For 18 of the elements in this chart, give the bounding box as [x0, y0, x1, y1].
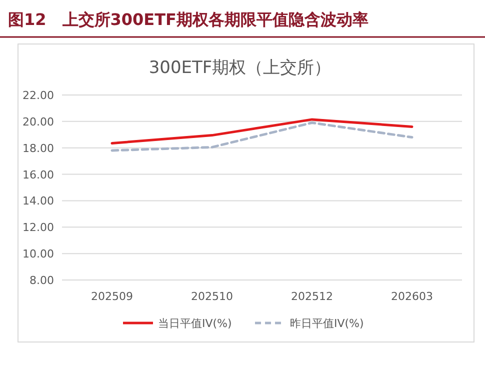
chart-title: 图12 上交所300ETF期权各期限平值隐含波动率 [8, 10, 368, 29]
line-series [110, 122, 414, 152]
x-tick-label: 202509 [91, 290, 133, 303]
y-tick-label: 20.00 [22, 115, 54, 128]
x-tick-label: 202512 [291, 290, 333, 303]
y-tick-label: 14.00 [22, 194, 54, 208]
x-tick-label: 202603 [391, 290, 433, 303]
y-tick-label: 22.00 [22, 89, 54, 102]
chart-subtitle: 300ETF期权（上交所） [148, 58, 332, 78]
y-tick-label: 12.00 [22, 221, 54, 234]
y-tick-label: 16.00 [22, 168, 54, 182]
y-tick-label: 10.00 [22, 248, 54, 261]
legend-label: 昨日平值IV(%) [290, 317, 364, 330]
line-series [110, 118, 414, 144]
y-tick-label: 18.00 [22, 142, 54, 155]
legend-label: 当日平值IV(%) [158, 317, 232, 330]
x-tick-label: 202510 [191, 290, 233, 303]
y-tick-label: 8.00 [30, 274, 54, 287]
